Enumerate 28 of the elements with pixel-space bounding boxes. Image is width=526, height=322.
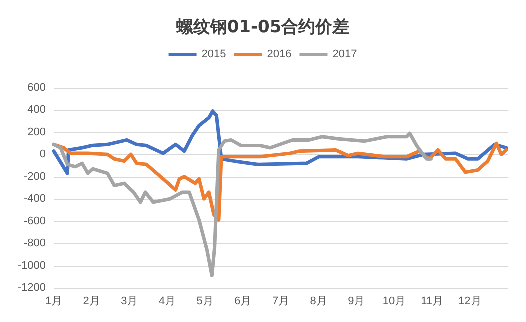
line-series [52,132,433,278]
x-tick-label: 6月 [234,296,252,308]
line-series [52,142,508,222]
legend-label: 2015 [202,48,226,60]
y-tick-label: -400 [24,193,46,206]
x-tick-label: 2月 [83,296,100,308]
x-tick-label: 3月 [121,296,138,308]
x-tick-label: 10月 [382,296,406,308]
x-tick-label: 7月 [272,296,290,308]
y-tick-label: -800 [24,238,46,250]
chart-title: 螺纹钢01-05合约价差 [175,18,350,38]
y-tick-label: -1000 [18,260,46,272]
y-tick-label: 200 [28,126,46,138]
y-tick-label: 400 [28,104,46,116]
x-tick-label: 8月 [310,296,328,308]
y-tick-label: 600 [28,82,46,94]
y-tick-label: -600 [24,215,46,228]
y-tick-label: -1200 [18,282,46,294]
x-tick-label: 4月 [158,296,176,308]
legend-label: 2016 [267,48,292,60]
x-tick-label: 12月 [458,296,482,308]
x-tick-label: 9月 [348,296,366,308]
y-tick-label: 0 [40,148,46,161]
legend-label: 2017 [332,48,358,60]
x-tick-label: 5月 [196,296,214,308]
x-tick-label: 1月 [45,296,63,308]
x-tick-label: 11月 [421,296,444,308]
y-tick-label: -200 [24,170,46,183]
